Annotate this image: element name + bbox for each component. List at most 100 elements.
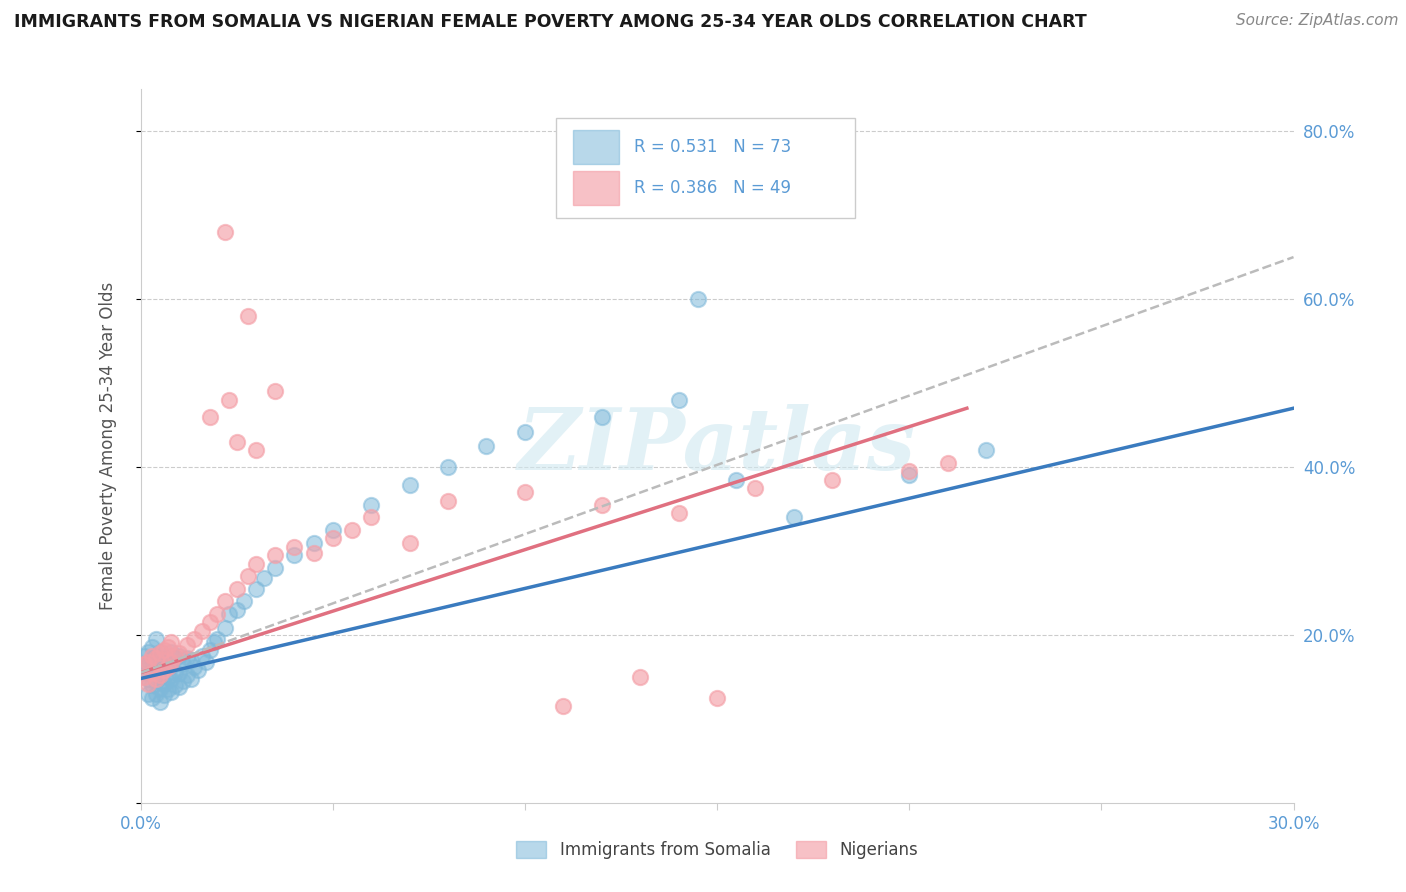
Point — [152, 651, 174, 665]
FancyBboxPatch shape — [574, 170, 619, 205]
Point — [198, 409, 221, 424]
Point — [165, 678, 187, 692]
Point — [167, 646, 190, 660]
Point — [302, 546, 325, 560]
Point — [165, 665, 187, 680]
Point — [225, 603, 247, 617]
Point — [233, 594, 256, 608]
Point — [141, 665, 163, 680]
Point — [821, 473, 844, 487]
Point — [225, 582, 247, 596]
Point — [149, 646, 172, 660]
Point — [225, 434, 247, 449]
Point — [136, 687, 159, 701]
Point — [136, 672, 159, 686]
Point — [187, 663, 209, 677]
FancyBboxPatch shape — [574, 130, 619, 164]
Point — [283, 540, 305, 554]
Point — [783, 510, 806, 524]
Point — [744, 481, 766, 495]
Point — [160, 672, 183, 686]
Text: R = 0.386   N = 49: R = 0.386 N = 49 — [634, 178, 792, 196]
Point — [149, 670, 172, 684]
Point — [360, 510, 382, 524]
Point — [513, 425, 536, 439]
Point — [252, 571, 274, 585]
Point — [152, 676, 174, 690]
Point — [191, 624, 214, 638]
Point — [176, 651, 198, 665]
Point — [156, 660, 179, 674]
Point — [202, 634, 225, 648]
Point — [725, 473, 748, 487]
Point — [936, 456, 959, 470]
Point — [553, 699, 575, 714]
Point — [245, 443, 267, 458]
Point — [156, 670, 179, 684]
Point — [134, 670, 156, 684]
Point — [145, 648, 167, 663]
Point — [141, 665, 163, 680]
Point — [160, 645, 183, 659]
Point — [149, 657, 172, 672]
Point — [194, 655, 217, 669]
Point — [152, 643, 174, 657]
Point — [264, 548, 287, 562]
Point — [340, 523, 363, 537]
Point — [160, 634, 183, 648]
Point — [264, 384, 287, 399]
Point — [176, 638, 198, 652]
Point — [136, 645, 159, 659]
Point — [686, 292, 709, 306]
Point — [145, 661, 167, 675]
Point — [437, 493, 460, 508]
Point — [207, 607, 229, 621]
Point — [141, 690, 163, 705]
Point — [668, 506, 690, 520]
Point — [141, 678, 163, 692]
Point — [134, 648, 156, 663]
Point — [136, 657, 159, 672]
Point — [134, 665, 156, 680]
Point — [238, 569, 260, 583]
Text: ZIPatlas: ZIPatlas — [517, 404, 917, 488]
Point — [136, 655, 159, 669]
Point — [245, 557, 267, 571]
Point — [513, 485, 536, 500]
Point — [156, 640, 179, 655]
Point — [706, 690, 728, 705]
Y-axis label: Female Poverty Among 25-34 Year Olds: Female Poverty Among 25-34 Year Olds — [98, 282, 117, 610]
Point — [136, 676, 159, 690]
Point — [176, 668, 198, 682]
Point — [145, 687, 167, 701]
Point — [207, 632, 229, 646]
Point — [160, 659, 183, 673]
Point — [165, 651, 187, 665]
Legend: Immigrants from Somalia, Nigerians: Immigrants from Somalia, Nigerians — [510, 834, 924, 866]
Point — [149, 695, 172, 709]
Point — [160, 685, 183, 699]
Text: Source: ZipAtlas.com: Source: ZipAtlas.com — [1236, 13, 1399, 29]
Point — [198, 615, 221, 630]
Point — [141, 640, 163, 655]
Point — [165, 648, 187, 663]
Point — [134, 657, 156, 672]
Point — [974, 443, 997, 458]
Point — [398, 535, 420, 549]
Point — [134, 657, 156, 672]
Point — [591, 409, 613, 424]
Point — [322, 532, 344, 546]
Point — [149, 668, 172, 682]
Point — [283, 548, 305, 562]
Point — [141, 653, 163, 667]
Point — [145, 674, 167, 689]
Point — [156, 682, 179, 697]
Point — [238, 309, 260, 323]
Point — [302, 535, 325, 549]
Point — [183, 632, 205, 646]
Point — [475, 439, 498, 453]
Point — [264, 560, 287, 574]
Point — [180, 672, 202, 686]
Point — [149, 645, 172, 659]
Point — [198, 643, 221, 657]
